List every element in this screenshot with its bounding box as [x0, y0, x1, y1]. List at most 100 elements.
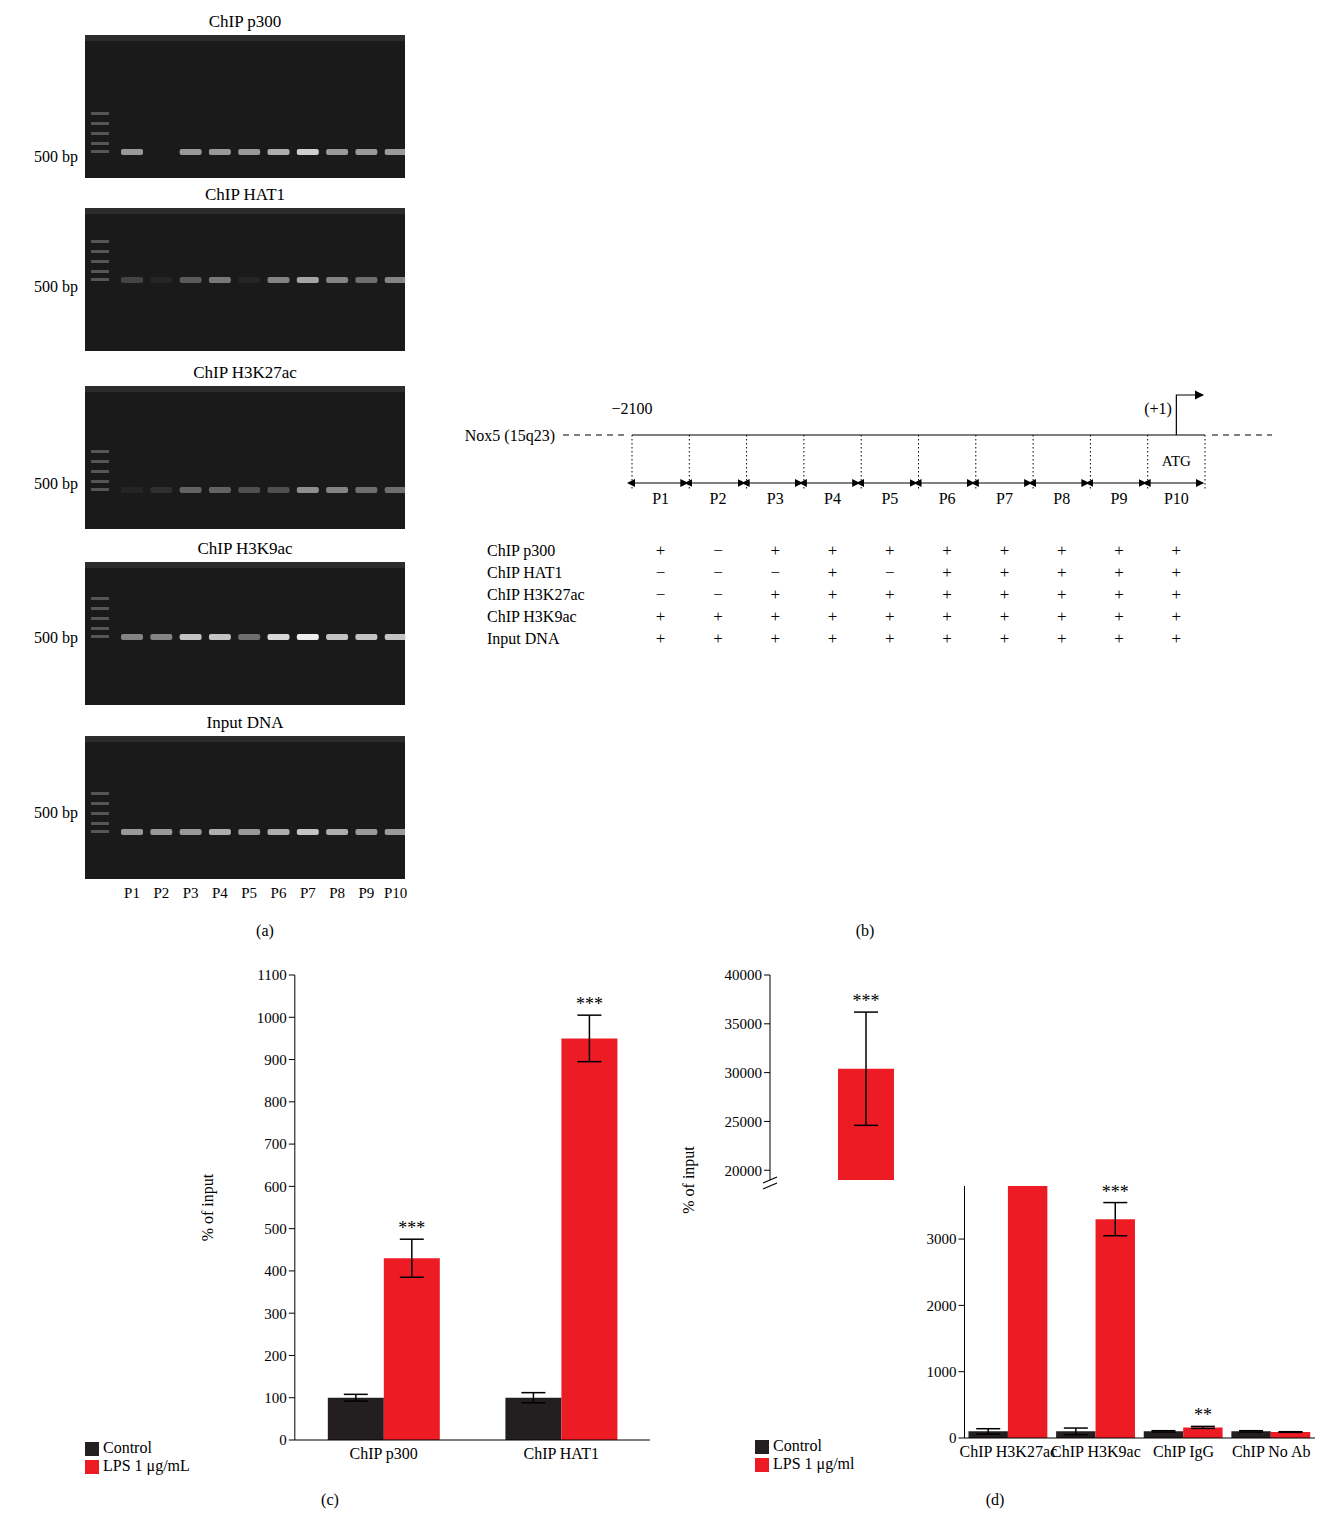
svg-text:+: +: [656, 607, 666, 626]
svg-text:P9: P9: [1111, 490, 1128, 507]
svg-text:+: +: [1000, 563, 1010, 582]
svg-text:25000: 25000: [725, 1114, 763, 1130]
svg-text:ChIP H3K9ac: ChIP H3K9ac: [487, 608, 577, 625]
svg-text:600: 600: [264, 1179, 287, 1195]
svg-text:1000: 1000: [257, 1010, 287, 1026]
svg-text:−: −: [656, 563, 666, 582]
svg-text:ChIP H3K27ac: ChIP H3K27ac: [193, 363, 297, 382]
svg-text:P1: P1: [124, 885, 140, 901]
svg-text:+: +: [1114, 607, 1124, 626]
svg-text:+: +: [770, 541, 780, 560]
svg-text:−: −: [713, 563, 723, 582]
svg-text:P8: P8: [1053, 490, 1070, 507]
svg-text:+: +: [1000, 607, 1010, 626]
svg-text:+: +: [885, 607, 895, 626]
svg-text:P2: P2: [153, 885, 169, 901]
svg-text:***: ***: [1102, 1183, 1129, 1202]
svg-text:+: +: [885, 585, 895, 604]
svg-text:+: +: [656, 629, 666, 648]
svg-text:(+1): (+1): [1144, 400, 1172, 418]
svg-text:+: +: [1114, 541, 1124, 560]
svg-text:+: +: [942, 585, 952, 604]
svg-text:(a): (a): [256, 922, 274, 940]
svg-text:P6: P6: [939, 490, 956, 507]
svg-text:Nox5 (15q23): Nox5 (15q23): [465, 427, 555, 445]
svg-text:500 bp: 500 bp: [34, 475, 78, 493]
svg-text:+: +: [1000, 629, 1010, 648]
svg-text:+: +: [885, 541, 895, 560]
svg-text:Input DNA: Input DNA: [207, 713, 285, 732]
svg-text:+: +: [828, 563, 838, 582]
svg-text:P1: P1: [652, 490, 669, 507]
svg-text:Input DNA: Input DNA: [487, 630, 560, 648]
svg-text:ChIP p300: ChIP p300: [209, 12, 282, 31]
svg-text:ATG: ATG: [1162, 453, 1191, 469]
svg-text:500: 500: [264, 1221, 287, 1237]
svg-text:500 bp: 500 bp: [34, 148, 78, 166]
svg-text:(b): (b): [856, 922, 875, 940]
svg-text:+: +: [1057, 563, 1067, 582]
svg-text:+: +: [1172, 585, 1182, 604]
svg-text:+: +: [942, 563, 952, 582]
svg-text:P4: P4: [212, 885, 228, 901]
svg-text:35000: 35000: [725, 1016, 763, 1032]
svg-text:−: −: [885, 563, 895, 582]
svg-text:+: +: [942, 629, 952, 648]
svg-text:***: ***: [576, 994, 603, 1014]
svg-text:+: +: [1114, 563, 1124, 582]
svg-text:P3: P3: [767, 490, 784, 507]
svg-text:−2100: −2100: [611, 400, 652, 417]
svg-text:P10: P10: [384, 885, 407, 901]
svg-text:+: +: [1057, 585, 1067, 604]
svg-text:1000: 1000: [926, 1364, 956, 1380]
svg-text:+: +: [713, 629, 723, 648]
svg-text:ChIP p300: ChIP p300: [349, 1445, 417, 1463]
svg-text:+: +: [885, 629, 895, 648]
svg-text:(c): (c): [321, 1491, 339, 1509]
svg-text:700: 700: [264, 1136, 287, 1152]
svg-text:+: +: [1057, 541, 1067, 560]
svg-text:P10: P10: [1164, 490, 1189, 507]
svg-text:P5: P5: [881, 490, 898, 507]
svg-text:40000: 40000: [725, 967, 763, 983]
svg-text:−: −: [656, 585, 666, 604]
svg-text:+: +: [1114, 629, 1124, 648]
svg-text:+: +: [1057, 629, 1067, 648]
svg-text:ChIP HAT1: ChIP HAT1: [523, 1445, 598, 1462]
svg-text:+: +: [828, 607, 838, 626]
svg-text:+: +: [770, 629, 780, 648]
svg-text:20000: 20000: [725, 1163, 763, 1179]
svg-text:+: +: [942, 607, 952, 626]
svg-text:+: +: [713, 607, 723, 626]
svg-text:+: +: [770, 607, 780, 626]
svg-text:+: +: [1172, 607, 1182, 626]
svg-text:+: +: [1172, 541, 1182, 560]
svg-text:**: **: [1194, 1405, 1212, 1425]
svg-text:ChIP H3K27ac: ChIP H3K27ac: [959, 1443, 1057, 1460]
svg-text:500 bp: 500 bp: [34, 804, 78, 822]
svg-text:+: +: [942, 541, 952, 560]
svg-text:P2: P2: [709, 490, 726, 507]
svg-text:−: −: [713, 541, 723, 560]
svg-text:ChIP HAT1: ChIP HAT1: [205, 185, 285, 204]
svg-text:ChIP HAT1: ChIP HAT1: [487, 564, 562, 581]
svg-text:800: 800: [264, 1094, 287, 1110]
svg-text:1100: 1100: [257, 967, 286, 983]
svg-text:+: +: [1114, 585, 1124, 604]
svg-text:ChIP p300: ChIP p300: [487, 542, 555, 560]
svg-text:P6: P6: [271, 885, 287, 901]
svg-text:***: ***: [853, 991, 880, 1011]
svg-text:+: +: [1000, 585, 1010, 604]
svg-text:+: +: [1172, 563, 1182, 582]
svg-text:P5: P5: [241, 885, 257, 901]
svg-text:+: +: [1057, 607, 1067, 626]
svg-text:900: 900: [264, 1052, 287, 1068]
svg-text:+: +: [828, 541, 838, 560]
svg-text:P8: P8: [329, 885, 345, 901]
svg-text:200: 200: [264, 1348, 287, 1364]
svg-text:−: −: [713, 585, 723, 604]
svg-text:+: +: [656, 541, 666, 560]
svg-text:+: +: [828, 629, 838, 648]
svg-text:ChIP No Ab: ChIP No Ab: [1232, 1443, 1311, 1460]
svg-text:(d): (d): [986, 1491, 1005, 1509]
